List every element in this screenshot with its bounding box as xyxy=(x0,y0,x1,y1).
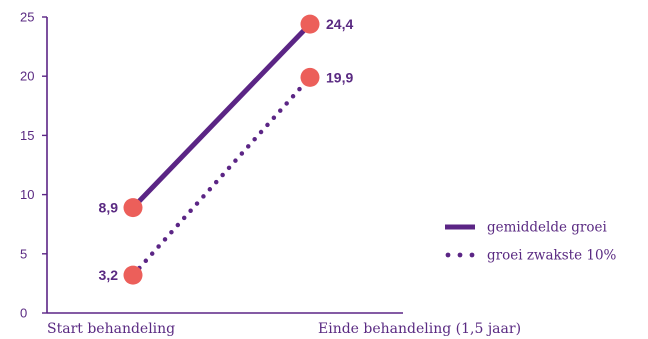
data-point-marker xyxy=(300,14,320,34)
data-label: 3,2 xyxy=(99,267,119,283)
legend-swatch-dot xyxy=(445,252,451,258)
data-point-marker xyxy=(300,67,320,87)
y-tick-label: 10 xyxy=(20,187,34,202)
series-group: 8,9 24,4 3,2 19,9 xyxy=(99,14,353,285)
x-category-label: Einde behandeling (1,5 jaar) xyxy=(318,321,521,337)
legend: gemiddelde groei groei zwakste 10% xyxy=(445,220,617,264)
legend-label: groei zwakste 10% xyxy=(487,248,617,264)
data-point-marker xyxy=(123,198,143,218)
y-tick-label: 25 xyxy=(20,10,34,25)
series-line-groei-zwakste xyxy=(130,75,313,278)
y-tick-label: 15 xyxy=(20,128,34,143)
y-tick-label: 0 xyxy=(20,306,27,321)
y-axis-ticks: 0 5 10 15 20 25 xyxy=(20,10,47,321)
legend-swatch-dot xyxy=(457,252,463,258)
data-label: 8,9 xyxy=(99,200,119,216)
legend-label: gemiddelde groei xyxy=(487,220,607,236)
data-label: 19,9 xyxy=(326,69,353,85)
data-label: 24,4 xyxy=(326,16,353,32)
x-axis-categories: Start behandeling Einde behandeling (1,5 … xyxy=(47,321,521,337)
series-line-gemiddelde-groei xyxy=(131,22,312,210)
y-tick-label: 20 xyxy=(20,69,34,84)
data-point-marker xyxy=(123,265,143,285)
legend-swatch-dot xyxy=(469,252,475,258)
y-tick-label: 5 xyxy=(20,246,27,261)
x-category-label: Start behandeling xyxy=(47,321,175,337)
axes xyxy=(46,17,403,314)
